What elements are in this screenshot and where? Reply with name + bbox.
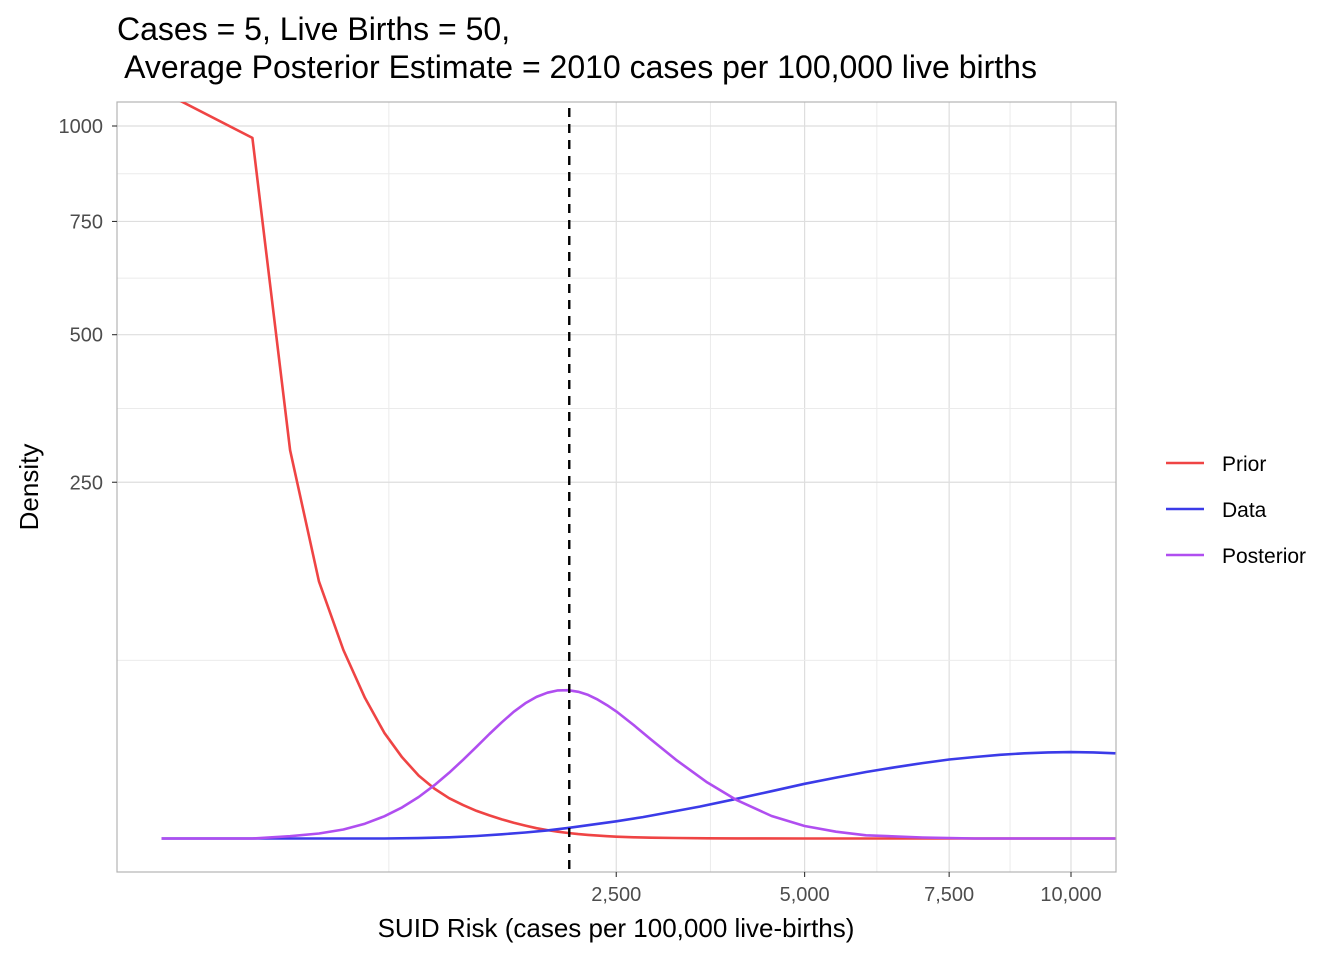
y-tick-label: 250: [70, 472, 103, 494]
legend: Prior Data Posterior: [1166, 453, 1306, 568]
y-tick-label: 500: [70, 325, 103, 347]
series-line-data: [161, 750, 1116, 840]
x-axis-ticks: 2,500 5,000 7,500 10,000: [591, 872, 1102, 906]
chart-title-line-1: Cases = 5, Live Births = 50,: [117, 11, 510, 47]
chart-title-line-2: Average Posterior Estimate = 2010 cases …: [117, 49, 1037, 85]
series-line-prior: [179, 102, 1116, 840]
y-tick-label: 750: [70, 211, 103, 233]
legend-label-posterior: Posterior: [1222, 545, 1306, 568]
grid: [117, 102, 1116, 872]
x-tick-label: 2,500: [591, 884, 641, 906]
x-tick-label: 10,000: [1040, 884, 1101, 906]
y-axis-ticks: 250 500 750 1000: [59, 116, 117, 494]
chart-title: Cases = 5, Live Births = 50, Average Pos…: [117, 11, 1037, 85]
series-line-posterior: [161, 688, 1116, 840]
series-layer: [161, 102, 1116, 840]
legend-label-prior: Prior: [1222, 453, 1266, 476]
y-axis-title: Density: [14, 444, 44, 531]
y-tick-label: 1000: [59, 116, 104, 138]
legend-label-data: Data: [1222, 499, 1267, 522]
x-tick-label: 7,500: [924, 884, 974, 906]
x-axis-title: SUID Risk (cases per 100,000 live-births…: [378, 913, 855, 943]
x-tick-label: 5,000: [780, 884, 830, 906]
